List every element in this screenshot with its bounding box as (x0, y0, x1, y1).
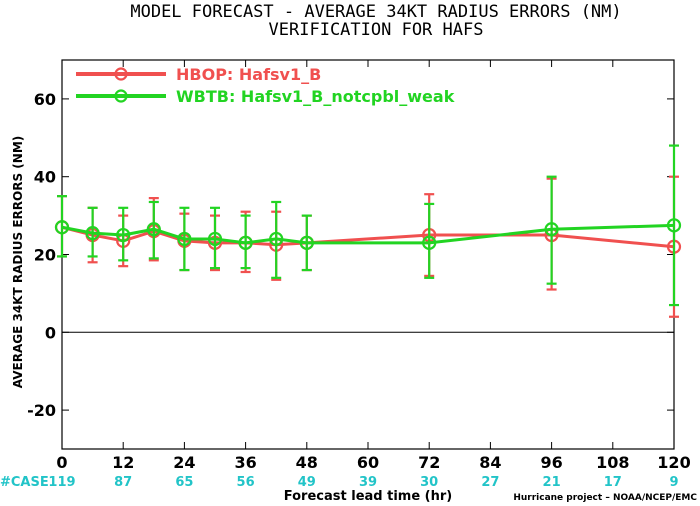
data-point (238, 235, 253, 250)
data-point (666, 218, 682, 233)
data-point (85, 226, 100, 241)
chart-title: MODEL FORECAST - AVERAGE 34KT RADIUS ERR… (130, 2, 621, 22)
legend: HBOP: Hafsv1_B WBTB: Hafsv1_B_notcpbl_wea… (76, 65, 455, 106)
data-point (116, 227, 131, 243)
legend-marker (114, 89, 128, 103)
data-point (299, 235, 314, 250)
case-count: 119 (48, 475, 75, 490)
case-count: 9 (669, 475, 678, 490)
y-tick-label: 20 (34, 246, 56, 265)
x-axis-label: Forecast lead time (hr) (284, 489, 452, 504)
legend-label: WBTB: Hafsv1_B_notcpbl_weak (176, 87, 455, 106)
data-point (269, 231, 284, 247)
y-tick-label: -20 (27, 401, 56, 420)
case-count: 56 (237, 475, 255, 490)
y-tick-label: 0 (45, 323, 56, 342)
x-tick-label: 72 (418, 453, 440, 472)
y-tick-label: 60 (34, 90, 56, 109)
case-count: 39 (359, 475, 377, 490)
x-tick-label: 24 (173, 453, 195, 472)
series-1 (54, 175, 682, 318)
legend-marker (114, 67, 128, 81)
x-tick-label: 60 (357, 453, 379, 472)
case-label: #CASE (0, 475, 49, 490)
case-count: 87 (114, 475, 132, 490)
chart-subtitle: VERIFICATION FOR HAFS (269, 20, 484, 40)
series-layer (54, 144, 682, 318)
x-tick-label: 12 (112, 453, 134, 472)
x-tick-label: 96 (540, 453, 562, 472)
case-counts: #CASE 119 87 65 56 49 39 30 27 21 17 9 (0, 475, 679, 490)
x-tick-label: 0 (56, 453, 67, 472)
x-axis: 0 12 24 36 48 60 72 84 96 108 120 (56, 60, 691, 472)
data-point (422, 235, 437, 250)
case-count: 65 (175, 475, 193, 490)
data-point (177, 231, 192, 247)
footer-credit: Hurricane project – NOAA/NCEP/EMC (513, 493, 697, 503)
case-count: 27 (481, 475, 499, 490)
y-tick-label: 40 (34, 168, 56, 187)
case-count: 49 (298, 475, 316, 490)
case-count: 17 (604, 475, 622, 490)
case-count: 21 (543, 475, 561, 490)
series-2 (54, 144, 682, 307)
legend-label: HBOP: Hafsv1_B (176, 65, 321, 84)
data-point (54, 220, 70, 235)
x-tick-label: 108 (596, 453, 629, 472)
x-tick-label: 48 (296, 453, 318, 472)
x-tick-label: 84 (479, 453, 501, 472)
x-tick-label: 120 (657, 453, 690, 472)
y-axis-label: AVERAGE 34KT RADIUS ERRORS (NM) (11, 136, 25, 388)
data-point (544, 222, 559, 237)
x-tick-label: 36 (234, 453, 256, 472)
case-count: 30 (420, 475, 438, 490)
data-point (146, 222, 161, 237)
data-point (207, 231, 223, 247)
